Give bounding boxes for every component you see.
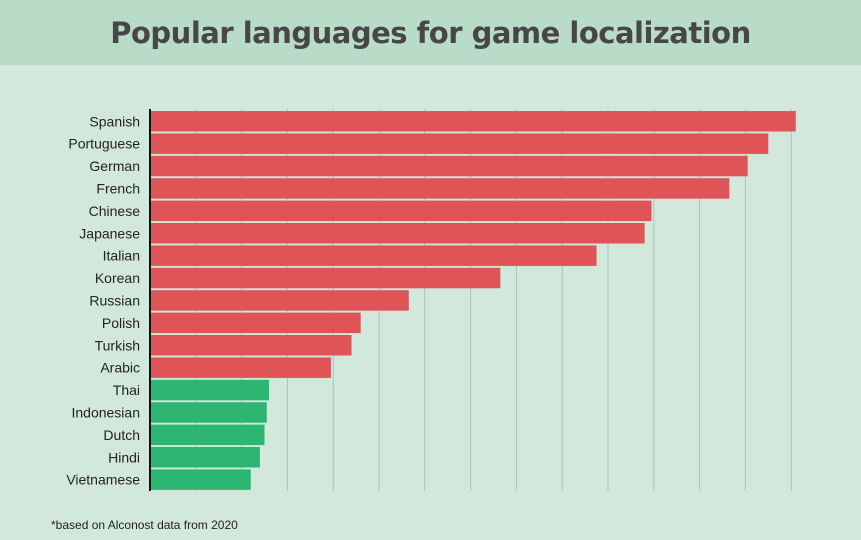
- title-banner: Popular languages for game localization: [0, 0, 861, 65]
- bar-korean: [150, 267, 501, 289]
- bar-thai: [150, 379, 270, 401]
- bar-hindi: [150, 447, 260, 468]
- bar-german: [150, 155, 748, 177]
- bar-vietnamese: [150, 469, 251, 490]
- footnote: *based on Alconost data from 2020: [51, 518, 238, 532]
- category-label: Hindi: [108, 449, 140, 465]
- category-label: Spanish: [89, 113, 140, 129]
- chart-title: Popular languages for game localization: [110, 15, 751, 50]
- category-label: Thai: [113, 382, 140, 398]
- bar-portuguese: [150, 133, 769, 154]
- category-label: Japanese: [79, 225, 140, 241]
- bar-french: [150, 178, 730, 199]
- bar-arabic: [150, 357, 331, 378]
- category-label: Chinese: [89, 203, 141, 219]
- bar-indonesian: [150, 402, 267, 423]
- bar-dutch: [150, 424, 265, 446]
- bar-russian: [150, 290, 409, 311]
- category-label: Dutch: [103, 427, 140, 443]
- category-label: German: [89, 158, 140, 174]
- category-label: Portuguese: [68, 136, 140, 152]
- bar-turkish: [150, 335, 352, 356]
- category-label: Italian: [103, 248, 140, 264]
- bar-italian: [150, 245, 597, 266]
- category-label: Russian: [89, 292, 140, 308]
- category-label: Korean: [95, 270, 140, 286]
- bar-spanish: [150, 111, 796, 132]
- category-label: Indonesian: [71, 404, 140, 420]
- bar-japanese: [150, 223, 645, 244]
- category-label: Vietnamese: [66, 472, 140, 488]
- bar-chart: Spanish Portuguese German French Chinese Japa…: [66, 109, 796, 491]
- category-label: French: [96, 180, 140, 196]
- category-label: Turkish: [95, 337, 140, 353]
- category-label: Polish: [102, 315, 140, 331]
- bar-polish: [150, 312, 361, 334]
- category-label: Arabic: [100, 360, 140, 376]
- bar-chinese: [150, 200, 652, 222]
